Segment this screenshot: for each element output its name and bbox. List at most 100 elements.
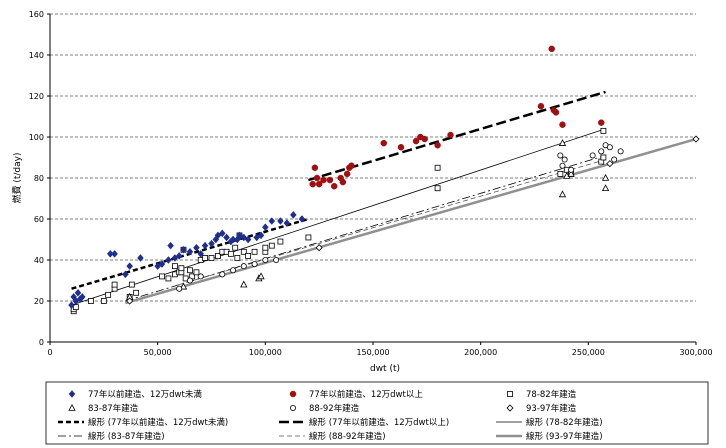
point-s2-37 [262, 244, 269, 251]
point-s4-0 [176, 285, 183, 292]
legend-trend-label-3: 線形 (83-87年建造) [88, 431, 165, 442]
point-s0-12 [158, 260, 166, 268]
point-s0-37 [277, 217, 284, 225]
point-s1-17 [434, 141, 441, 149]
point-s2-31 [234, 255, 241, 261]
point-s0-13 [165, 256, 172, 264]
point-s3-2 [240, 280, 248, 288]
x-tick-label-6: 300,000 [679, 348, 712, 357]
point-s2-20 [187, 267, 193, 274]
legend-trend-label-5: 線形 (93-97年建造) [526, 431, 603, 442]
point-s0-40 [298, 215, 306, 223]
point-s1-19 [537, 103, 545, 110]
legend-marker-0 [68, 390, 76, 398]
point-s0-34 [257, 231, 265, 240]
point-s0-39 [289, 211, 297, 219]
x-tick-label-1: 50,000 [144, 348, 172, 357]
point-s2-17 [178, 265, 185, 272]
legend-label-1: 77年以前建造、12万dwt以上 [309, 389, 423, 400]
point-s2-34 [245, 252, 252, 259]
y-tick-label-3: 60 [34, 215, 44, 224]
point-s2-14 [171, 263, 178, 270]
point-s0-5 [78, 293, 86, 301]
gridlines [50, 13, 696, 302]
legend-label-5: 93-97年建造 [526, 403, 577, 414]
x-tick-label-2: 100,000 [249, 348, 282, 357]
point-s2-43 [557, 170, 564, 177]
point-s1-24 [598, 119, 605, 126]
point-s5-1 [315, 244, 323, 252]
point-s1-0 [309, 180, 316, 188]
point-s1-22 [552, 109, 560, 116]
point-s0-17 [180, 245, 187, 254]
point-s3-5 [558, 139, 567, 146]
point-s2-25 [208, 255, 215, 261]
data-points [68, 45, 700, 315]
legend-trend-label-0: 線形 (77年以前建造、12万dwt未満) [88, 417, 228, 428]
legend-marker-1 [289, 390, 297, 398]
point-s4-6 [251, 261, 258, 268]
point-s0-26 [223, 233, 230, 242]
legend-trend-label-1: 線形 (77年以前建造、12万dwt以上) [309, 417, 449, 428]
point-s1-11 [348, 162, 355, 169]
point-s0-18 [186, 247, 194, 256]
y-tick-label-0: 0 [39, 338, 44, 347]
point-s4-2 [197, 273, 204, 280]
point-s1-3 [315, 180, 323, 188]
point-s2-39 [277, 238, 284, 245]
point-s0-14 [167, 241, 174, 250]
point-s1-4 [320, 176, 327, 184]
point-s5-0 [126, 297, 134, 305]
point-s3-9 [601, 173, 610, 181]
point-s1-20 [548, 45, 555, 53]
legend-marker-4 [289, 404, 296, 411]
legend-box [45, 381, 709, 445]
point-s4-9 [557, 152, 564, 159]
point-s0-36 [268, 217, 276, 225]
point-s1-8 [339, 178, 347, 186]
legend-marker-2 [507, 391, 513, 397]
y-tick-label-5: 100 [29, 133, 44, 142]
point-s3-4 [257, 272, 265, 280]
point-s1-12 [380, 139, 388, 147]
trend-line-1 [308, 90, 606, 182]
point-s4-8 [273, 256, 280, 263]
point-s2-42 [434, 185, 441, 192]
point-s0-7 [111, 249, 118, 258]
point-s0-3 [74, 288, 82, 297]
point-s0-8 [122, 270, 129, 279]
legend-label-0: 77年以前建造、12万dwt未満 [88, 389, 202, 400]
y-tick-label-1: 20 [34, 297, 44, 306]
point-s1-6 [330, 182, 338, 190]
legend-label-2: 78-82年建造 [526, 389, 577, 400]
point-s2-30 [232, 244, 239, 251]
point-s5-3 [692, 135, 700, 143]
point-s4-3 [219, 271, 226, 278]
point-s2-33 [240, 248, 247, 255]
point-s0-21 [201, 241, 209, 250]
point-s2-4 [100, 298, 107, 304]
point-s4-18 [617, 148, 624, 155]
point-s0-32 [244, 235, 252, 244]
legend-marker-3 [68, 403, 76, 411]
point-s2-5 [105, 291, 112, 298]
point-s0-19 [193, 243, 200, 252]
point-s4-5 [240, 263, 247, 270]
legend-marker-5 [506, 404, 514, 412]
x-tick-label-4: 200,000 [464, 348, 497, 357]
point-s1-1 [311, 164, 319, 171]
point-s4-13 [589, 152, 596, 159]
point-s3-6 [558, 190, 567, 198]
point-s2-41 [434, 164, 441, 171]
point-s2-48 [600, 154, 607, 161]
point-s0-9 [126, 262, 134, 271]
point-s2-9 [128, 281, 135, 288]
point-s2-40 [305, 234, 312, 241]
point-s2-29 [227, 250, 234, 257]
point-s2-24 [202, 255, 208, 261]
point-s2-22 [193, 269, 200, 276]
point-s3-10 [601, 184, 610, 192]
point-s1-9 [343, 170, 351, 178]
point-s1-13 [397, 144, 405, 151]
